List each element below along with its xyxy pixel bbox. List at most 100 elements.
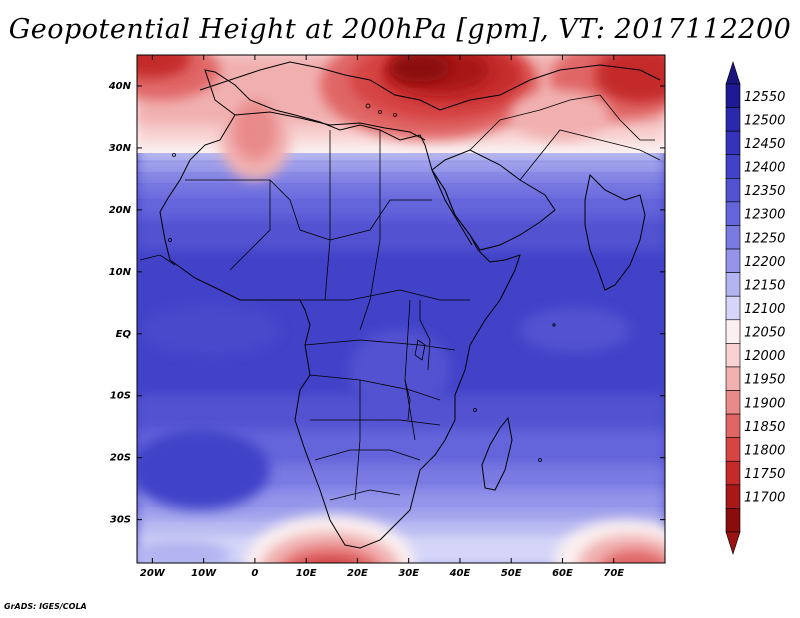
border: [304, 339, 456, 351]
map-frame: [136, 54, 666, 564]
india-coastline: [584, 173, 646, 291]
island: [365, 103, 371, 109]
colorbar-bottom-arrow: [725, 531, 741, 555]
colorbar-level-label: 12100: [744, 302, 785, 317]
border: [300, 289, 470, 301]
border: [329, 489, 401, 501]
field-blob: [137, 540, 230, 563]
colorbar-level-label: 12500: [744, 113, 785, 128]
map-title: Geopotential Height at 200hPa [gpm], VT:…: [8, 14, 792, 45]
lat-tick-label: 10S: [110, 391, 131, 402]
field-blob: [578, 535, 665, 563]
lat-tick-label: 10N: [109, 267, 132, 278]
colorbar-swatch: [725, 83, 741, 108]
field-blob: [510, 90, 610, 140]
colorbar-level-label: 12300: [744, 208, 785, 223]
height-field: [137, 55, 665, 563]
border: [359, 130, 381, 331]
colorbar-swatch: [725, 460, 741, 486]
colorbar-level-label: 11850: [744, 420, 785, 435]
lon-tick-label: 30E: [398, 568, 419, 579]
lon-tick-label: 10E: [296, 568, 317, 579]
colorbar-level-label: 12000: [744, 349, 785, 364]
colorbar-level-label: 12050: [744, 326, 785, 341]
colorbar-level-label: 11750: [744, 467, 785, 482]
lake: [404, 379, 411, 421]
lat-tick-label: 20S: [110, 453, 131, 464]
mediterranean-coast: [234, 111, 426, 141]
field-blob: [520, 308, 630, 352]
field-blob: [137, 55, 190, 78]
lon-tick-label: 20E: [347, 568, 368, 579]
lon-tick-label: 60E: [552, 568, 573, 579]
border: [469, 94, 601, 151]
border: [599, 94, 655, 141]
colorbar-swatch: [725, 178, 741, 203]
field-blob: [261, 532, 399, 563]
colorbar-top-arrow: [725, 61, 741, 85]
lat-tick-label: 20N: [109, 205, 132, 216]
field-blob: [390, 55, 450, 82]
lat-tick-label: 40N: [108, 81, 132, 92]
credit-text: GrADS: IGES/COLA: [4, 602, 87, 611]
field-blob: [137, 430, 270, 510]
lat-tick-label: 30N: [109, 143, 132, 154]
lon-tick-label: 40E: [449, 568, 471, 579]
colorbar-level-label: 11800: [744, 443, 785, 458]
country-borders: [139, 94, 661, 501]
colorbar-level-label: 12150: [744, 278, 785, 293]
lake: [414, 339, 426, 361]
lon-tick-label: 0: [251, 568, 258, 579]
island: [393, 113, 397, 117]
lat-tick-label: 30S: [110, 515, 131, 526]
colorbar-swatch: [725, 343, 741, 368]
colorbar-swatch: [725, 272, 741, 297]
colorbar-swatch: [725, 201, 741, 226]
madagascar-coastline: [481, 416, 513, 491]
lon-tick-label: 50E: [501, 568, 522, 579]
island: [538, 458, 542, 462]
colorbar-swatch: [725, 154, 741, 179]
colorbar-level-label: 11700: [744, 491, 785, 506]
island: [378, 110, 382, 114]
lon-tick-label: 20W: [140, 568, 166, 579]
colorbar-swatch: [725, 295, 741, 321]
colorbar-swatch: [725, 437, 741, 462]
red-sea-coast: [431, 169, 473, 246]
island: [168, 238, 172, 242]
border: [324, 130, 331, 301]
colorbar-level-label: 12400: [744, 161, 785, 176]
island: [473, 408, 477, 412]
border: [229, 180, 271, 271]
colorbar-level-label: 12450: [744, 137, 785, 152]
border: [139, 254, 176, 266]
coastlines: [159, 61, 661, 549]
colorbar-level-label: 12200: [744, 255, 785, 270]
island: [172, 153, 176, 157]
colorbar-swatch: [725, 248, 741, 273]
field-blob: [350, 330, 450, 410]
lon-tick-label: 70E: [603, 568, 624, 579]
field-blob: [602, 550, 665, 563]
axis-ticks: 20W 10W 0 10E 20E 30E 40E 50E 60E 70E 40N 30N 20N 10N…: [108, 55, 665, 579]
arabia-coastline: [431, 149, 556, 251]
colorbar-swatch: [725, 225, 741, 250]
africa-coastline: [159, 69, 521, 549]
colorbar-level-label: 12250: [744, 231, 785, 246]
border: [314, 449, 421, 461]
lon-tick-label: 10W: [191, 568, 217, 579]
border: [419, 300, 431, 371]
colorbar-level-label: 12550: [744, 90, 785, 105]
colorbar-swatch: [725, 107, 741, 132]
border: [354, 380, 361, 501]
colorbar-swatch: [725, 130, 741, 156]
border: [185, 179, 432, 241]
colorbar-swatch: [725, 390, 741, 415]
colorbar: 12550 12500 12450 12400 12350 12300 12250 12200…: [725, 61, 785, 555]
field-blob: [233, 100, 277, 160]
island: [552, 323, 556, 327]
colorbar-level-label: 12350: [744, 184, 785, 199]
islands: [168, 103, 556, 462]
lat-tick-label: EQ: [116, 329, 132, 340]
colorbar-level-label: 11950: [744, 373, 785, 388]
